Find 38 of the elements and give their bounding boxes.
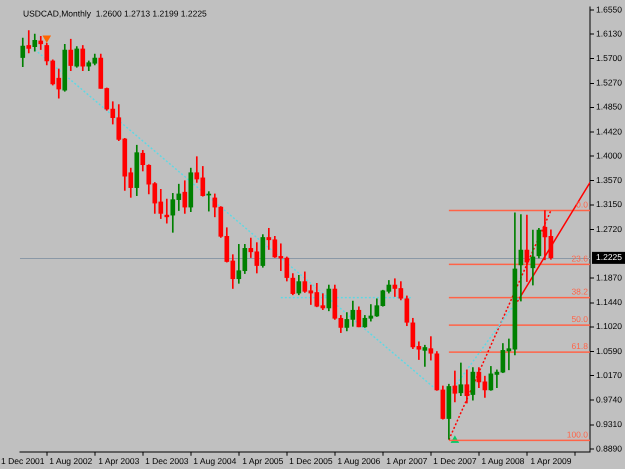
x-tick-label: 1 Apr 2005 bbox=[242, 456, 284, 466]
y-tick-label: 1.3570 bbox=[596, 175, 622, 186]
series-label: 0.0 bbox=[576, 200, 588, 210]
x-tick-label: 1 Aug 2002 bbox=[49, 456, 93, 466]
y-tick-label: 1.6550 bbox=[596, 4, 622, 14]
x-tick-label: 1 Aug 2006 bbox=[337, 456, 381, 466]
series-label: 23.6 bbox=[571, 254, 588, 264]
y-tick-label: 1.1440 bbox=[596, 297, 622, 308]
y-tick-label: 1.2720 bbox=[596, 224, 622, 234]
x-tick-label: 1 Dec 2001 bbox=[1, 456, 45, 466]
chart-title: USDCAD,Monthly 1.2600 1.2713 1.2199 1.2225 bbox=[22, 8, 208, 19]
y-tick-label: 0.9740 bbox=[596, 394, 622, 405]
y-tick-label: 0.8890 bbox=[596, 443, 622, 454]
y-tick-label: 1.5270 bbox=[596, 78, 622, 88]
y-tick-label: 1.4420 bbox=[596, 126, 622, 136]
x-tick-label: 1 Dec 2003 bbox=[145, 456, 189, 466]
series-label: 50.0 bbox=[571, 314, 588, 324]
x-tick-label: 1 Apr 2003 bbox=[98, 456, 140, 466]
y-tick-label: 0.9310 bbox=[596, 419, 622, 430]
x-tick-label: 1 Aug 2004 bbox=[193, 456, 237, 466]
y-tick-label: 1.5700 bbox=[596, 53, 622, 64]
x-tick-label: 1 Aug 2008 bbox=[481, 456, 525, 466]
y-tick-label: 1.0590 bbox=[596, 346, 622, 356]
y-tick-label: 1.4000 bbox=[596, 150, 622, 160]
series-label: 38.2 bbox=[571, 286, 588, 297]
series-label: 100.0 bbox=[566, 429, 588, 440]
x-tick-label: 1 Apr 2007 bbox=[386, 456, 428, 466]
ref-line-label: 1.2225 bbox=[596, 252, 622, 262]
x-tick-label: 1 Apr 2009 bbox=[530, 456, 572, 466]
series-label: 61.8 bbox=[571, 341, 588, 352]
x-tick-label: 1 Dec 2007 bbox=[433, 456, 477, 466]
y-tick-label: 1.4850 bbox=[596, 102, 622, 112]
y-tick-label: 1.1020 bbox=[596, 321, 622, 332]
y-tick-label: 1.0170 bbox=[596, 370, 622, 380]
x-tick-label: 1 Dec 2005 bbox=[289, 456, 333, 466]
y-tick-label: 1.1870 bbox=[596, 272, 622, 283]
y-tick-label: 1.6130 bbox=[596, 28, 622, 38]
y-tick-label: 1.3150 bbox=[596, 199, 622, 210]
